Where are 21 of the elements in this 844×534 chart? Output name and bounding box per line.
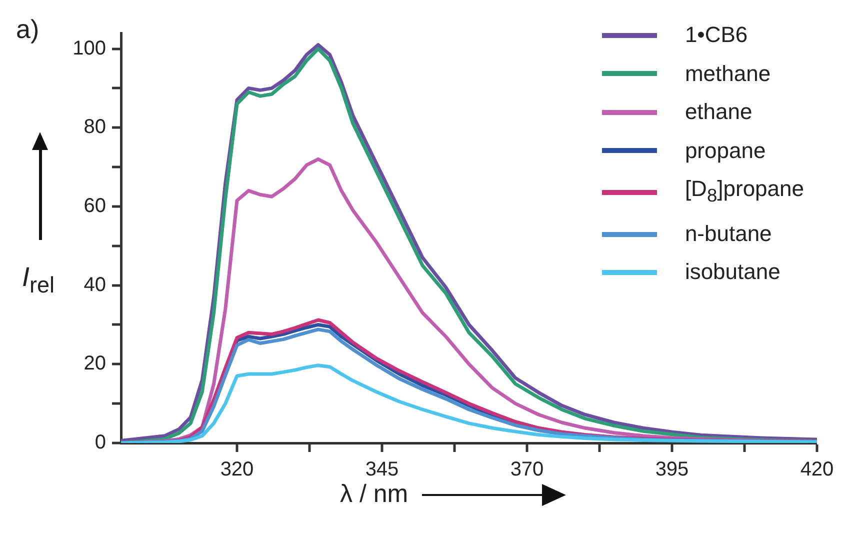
y-tick-label: 100: [72, 37, 106, 60]
x-tick-label: 395: [655, 458, 689, 481]
y-tick-label: 0: [94, 432, 106, 454]
legend-label: [D$_{8}$]propane: [684, 175, 804, 208]
legend-label: isobutane: [684, 258, 780, 286]
text: a): [16, 14, 40, 45]
legend-label: ethane: [684, 98, 752, 126]
y-tick-label: 80: [84, 116, 106, 138]
x-tick-label: 320: [220, 458, 254, 481]
x-tick-label: 345: [365, 458, 399, 481]
legend-label: methane: [684, 60, 771, 88]
x-tick-label: 420: [800, 458, 834, 481]
x-axis-title: λ / nm: [340, 480, 408, 509]
legend-label: 1•CB6: [684, 21, 748, 49]
y-tick-label: 60: [84, 194, 106, 217]
y-axis-title: I$_{rel}$: [22, 262, 55, 298]
y-tick-label: 40: [84, 274, 106, 296]
y-tick-label: 20: [84, 352, 106, 375]
x-tick-label: 370: [510, 458, 544, 481]
legend-label: propane: [684, 136, 766, 165]
legend-label: n-butane: [684, 220, 772, 248]
